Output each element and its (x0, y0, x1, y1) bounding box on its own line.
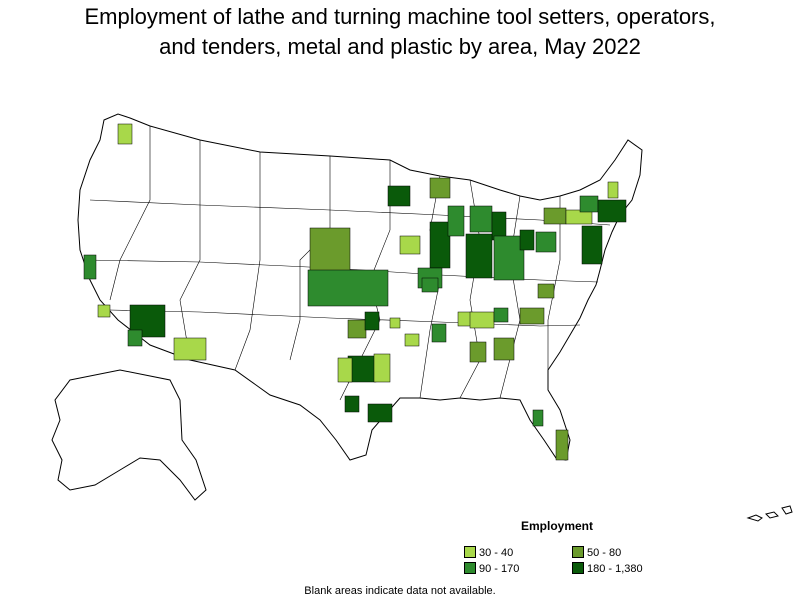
legend-title: Employment (521, 519, 594, 533)
area-ar (389, 317, 401, 329)
area-milwaukee (447, 205, 465, 237)
area-vt (607, 181, 619, 199)
area-tx-b (373, 353, 391, 383)
metro-areas (83, 123, 627, 461)
area-chicago (429, 221, 451, 269)
legend-item-30-40: 30 - 40 (464, 546, 513, 560)
area-kansas-west (309, 227, 351, 273)
area-la (404, 333, 420, 347)
legend-item-90-170: 90 - 170 (464, 562, 519, 576)
footnote: Blank areas indicate data not available. (304, 585, 496, 597)
area-new-england (597, 199, 627, 223)
area-phoenix (173, 337, 207, 361)
area-san-diego (127, 329, 143, 347)
area-nyc-nj (581, 225, 603, 265)
area-seattle (117, 123, 133, 145)
area-ny-east (579, 195, 599, 213)
hawaii-islands (746, 505, 793, 522)
area-minneapolis (387, 185, 411, 207)
legend-label-30-40: 30 - 40 (479, 547, 514, 559)
area-tn-b (493, 307, 509, 323)
legend-swatch-30-40 (464, 546, 476, 558)
legend-item-180-1380: 180 - 1,380 (572, 562, 643, 576)
area-ga (493, 337, 515, 361)
legend-label-90-170: 90 - 170 (479, 563, 520, 575)
legend-swatch-180-1380 (572, 562, 584, 574)
area-mo-south (421, 277, 439, 293)
area-ms (431, 323, 447, 343)
area-mn-north (429, 177, 451, 199)
area-cleveland (519, 229, 535, 251)
alaska-outline (51, 369, 207, 501)
legend-label-50-80: 50 - 80 (587, 547, 622, 559)
area-indiana (465, 233, 493, 279)
area-pa (535, 231, 557, 253)
map-title: Employment of lathe and turning machine … (0, 2, 800, 62)
area-ventura (97, 304, 111, 318)
area-ny-central (565, 209, 593, 225)
title-line-1: Employment of lathe and turning machine … (84, 4, 716, 29)
legend-item-50-80: 50 - 80 (572, 546, 621, 560)
area-iowa-a (399, 235, 421, 255)
area-mi-a (469, 205, 493, 233)
area-tx-a (337, 357, 353, 383)
title-line-2: and tenders, metal and plastic by area, … (159, 34, 641, 59)
area-nc (519, 307, 545, 325)
legend-label-180-1380: 180 - 1,380 (587, 563, 643, 575)
area-ohio (493, 235, 525, 281)
area-tulsa (364, 311, 380, 331)
area-austin (344, 395, 360, 413)
area-sf-bay (83, 254, 97, 280)
area-houston (367, 403, 393, 423)
area-ok-city (347, 319, 367, 339)
area-al (469, 341, 487, 363)
area-fl-tampa (532, 409, 544, 427)
area-va (537, 283, 555, 299)
area-tn-a (469, 311, 495, 329)
area-kansas (307, 269, 389, 307)
area-ny-west (543, 207, 567, 225)
legend-swatch-90-170 (464, 562, 476, 574)
area-fl-se (555, 429, 569, 461)
legend-swatch-50-80 (572, 546, 584, 558)
